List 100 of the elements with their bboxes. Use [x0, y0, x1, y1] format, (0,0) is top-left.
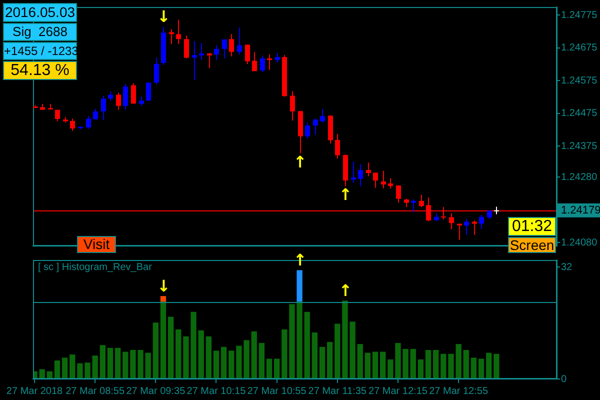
candlestick [260, 54, 265, 73]
bar [62, 358, 68, 379]
candlestick [252, 52, 257, 72]
candlestick [358, 164, 363, 187]
y-tick-label: 1.24775 [561, 10, 598, 21]
bar [251, 331, 257, 379]
y-tick-label: 1.24375 [561, 140, 598, 152]
candlestick [154, 57, 159, 84]
candlestick [245, 44, 250, 64]
annotation: 54.13 % [3, 61, 77, 80]
y-tick-label: 1.24575 [561, 75, 598, 86]
candlestick [373, 172, 378, 188]
y-tick-label: 1.24475 [561, 108, 598, 120]
candlestick [449, 212, 454, 230]
x-tick-label: 27 Mar 08:55 [66, 386, 125, 397]
candlestick [305, 122, 310, 140]
annotation: 2016.05.03 [3, 3, 77, 22]
x-tick-label: 27 Mar 2018 [6, 386, 64, 397]
bar [312, 332, 318, 379]
bar [282, 329, 288, 379]
bar [220, 346, 227, 379]
chart-title: [ sc ] Histogram_Rev_Bar [38, 262, 152, 273]
x-tick-label: 27 Mar 10:15 [186, 386, 246, 397]
y-tick-label: 1.24280 [561, 172, 598, 183]
candlestick [351, 161, 356, 184]
annotation: Sig 2688 [3, 23, 77, 41]
bar [114, 348, 121, 379]
candlestick [123, 83, 128, 110]
candlestick [290, 90, 295, 122]
annotation: ↑ [338, 281, 352, 300]
bar [54, 360, 60, 379]
candlestick [70, 118, 75, 132]
bar [168, 316, 174, 379]
bar [122, 352, 128, 379]
bar [425, 350, 432, 379]
bar [410, 348, 416, 379]
bar [470, 358, 477, 379]
candlestick [335, 134, 340, 160]
y-tick-label: 32 [561, 262, 573, 273]
bar [206, 336, 212, 379]
candlestick [192, 40, 197, 81]
bar [145, 352, 151, 379]
bar [160, 302, 166, 379]
candlestick [169, 28, 174, 44]
x-tick-label: 27 Mar 12:15 [368, 386, 428, 397]
annotation: 01:32 [508, 217, 556, 236]
bar [463, 350, 469, 379]
bar [274, 358, 280, 379]
y-tick-label: 1.24080 [561, 237, 598, 248]
candlestick [207, 52, 212, 69]
candlestick [222, 38, 227, 59]
candlestick [457, 223, 462, 240]
bar [39, 369, 45, 379]
candlestick [419, 194, 424, 208]
bar [176, 329, 182, 379]
bar [327, 342, 333, 379]
bar [440, 354, 446, 379]
bar [388, 359, 394, 379]
bar [258, 342, 265, 379]
bar [418, 359, 424, 379]
bar [380, 352, 386, 379]
ref-line-label: 1.24179 [561, 204, 600, 216]
bar [494, 354, 500, 379]
candlestick [388, 178, 393, 189]
bar [213, 350, 220, 379]
bar [152, 322, 158, 379]
candlestick [229, 34, 234, 57]
candlestick [275, 52, 280, 63]
bar [319, 346, 326, 379]
candlestick [381, 170, 386, 189]
x-tick-label: 27 Mar 11:35 [308, 386, 367, 397]
y-tick-label: 0 [561, 374, 567, 385]
bar [107, 348, 114, 379]
candlestick [184, 35, 189, 59]
bar [334, 324, 340, 379]
annotation: ↑ [293, 152, 307, 172]
bar [228, 350, 234, 379]
bar [372, 352, 378, 379]
candlestick [411, 199, 416, 213]
candlestick [101, 96, 106, 121]
candlestick [267, 54, 272, 70]
candlestick [116, 92, 121, 110]
annotation: ↑ [338, 185, 352, 204]
candlestick [86, 116, 91, 130]
candlestick [237, 27, 242, 55]
candlestick [108, 90, 113, 102]
candlestick [366, 162, 371, 177]
bar [92, 356, 98, 379]
bar [70, 354, 76, 379]
candlestick [199, 42, 204, 61]
annotation: ↓ [157, 276, 170, 296]
annotation: Screen [508, 237, 556, 253]
bar [433, 350, 439, 379]
bar [266, 358, 272, 379]
bar [198, 330, 204, 379]
x-tick-label: 27 Mar 10:55 [247, 386, 307, 397]
candlestick [479, 214, 484, 230]
bar [100, 345, 106, 379]
candlestick [131, 82, 136, 104]
candlestick [313, 118, 318, 136]
